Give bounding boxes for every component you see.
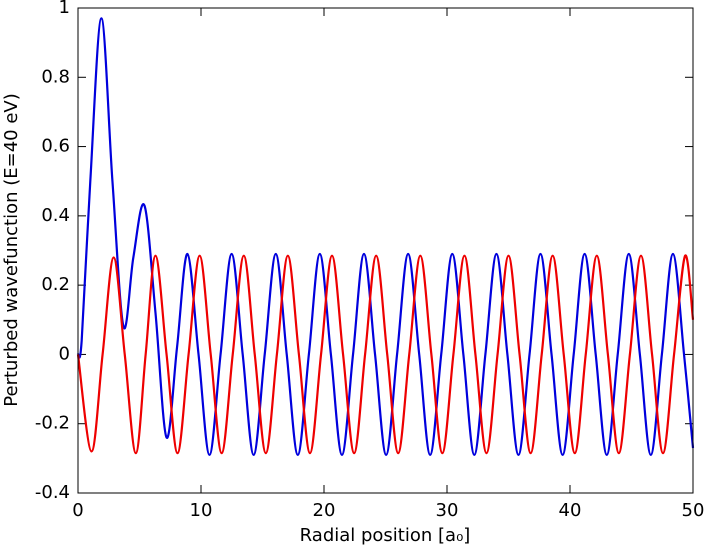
y-tick-label: 1 [59, 0, 70, 18]
x-tick-label: 50 [682, 500, 705, 521]
y-tick-label: 0 [59, 343, 70, 364]
y-tick-label: 0.4 [41, 205, 70, 226]
x-axis-label: Radial position [a₀] [300, 525, 471, 546]
plot-frame [77, 7, 694, 494]
x-tick-label: 10 [190, 500, 213, 521]
x-tick-label: 0 [72, 500, 83, 521]
line-series [76, 254, 695, 455]
x-tick-label: 40 [559, 500, 582, 521]
y-tick-label: 0.2 [41, 274, 70, 295]
x-tick-label: 30 [436, 500, 459, 521]
line-series [76, 17, 695, 456]
y-axis-label: Perturbed wavefunction (E=40 eV) [1, 93, 22, 406]
x-tick-label: 20 [313, 500, 336, 521]
y-tick-label: 0.8 [41, 66, 70, 87]
y-tick-label: -0.2 [35, 413, 70, 434]
y-tick-label: -0.4 [35, 482, 70, 503]
y-tick-label: 0.6 [41, 136, 70, 157]
